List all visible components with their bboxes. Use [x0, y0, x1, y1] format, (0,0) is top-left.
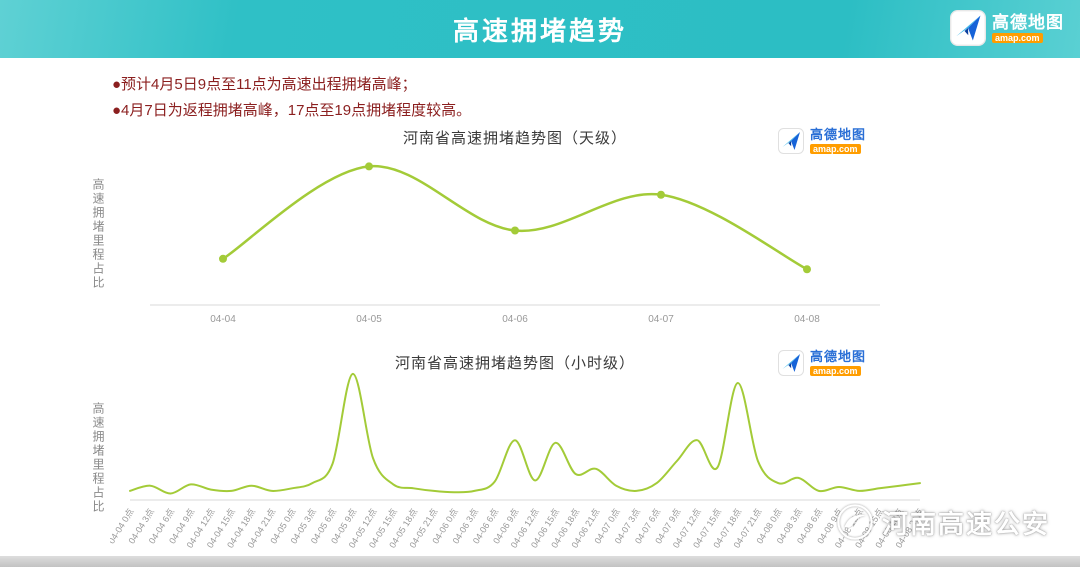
data-point-marker	[657, 190, 665, 199]
x-axis-tick-label: 04-07	[648, 314, 674, 322]
amap-logo-name: 高德地图	[992, 12, 1064, 32]
amap-paper-plane-icon	[950, 10, 986, 46]
congestion-series-line	[129, 372, 921, 495]
daily-congestion-line-chart: 04-04 04-05 04-06 04-07 04-08	[150, 162, 880, 322]
amap-logo: 高德地图 amap.com	[950, 10, 1064, 46]
amap-logo-domain: amap.com	[992, 33, 1043, 44]
daily-chart-title: 河南省高速拥堵趋势图（天级）	[402, 130, 627, 147]
x-axis-tick-label: 04-05	[356, 314, 382, 322]
congestion-series-line	[221, 165, 809, 271]
data-point-marker	[365, 162, 373, 171]
hourly-chart-title: 河南省高速拥堵趋势图（小时级）	[394, 355, 635, 372]
data-point-marker	[803, 265, 811, 274]
data-point-marker	[219, 254, 227, 263]
note-line-1: ●预计4月5日9点至11点为高速出程拥堵高峰；	[112, 76, 417, 93]
data-point-marker	[511, 226, 519, 235]
hourly-chart-ylabel: 高速拥堵里程占比	[91, 402, 105, 514]
amap-logo-domain: amap.com	[810, 143, 861, 155]
amap-logo: 高德地图 amap.com	[778, 127, 867, 155]
x-axis-tick-label: 04-06	[502, 314, 528, 322]
page-title: 高速拥堵趋势	[452, 15, 627, 46]
amap-logo-name: 高德地图	[810, 127, 867, 142]
henan-police-logo-icon	[837, 504, 873, 540]
header-banner: 高速拥堵趋势 高德地图 amap.com	[0, 0, 1080, 58]
x-axis-tick-label: 04-08	[794, 314, 820, 322]
note-line-2: ●4月7日为返程拥堵高峰，17点至19点拥堵程度较高。	[112, 102, 472, 119]
summary-notes: ●预计4月5日9点至11点为高速出程拥堵高峰； ●4月7日为返程拥堵高峰，17点…	[112, 72, 471, 124]
daily-chart-ylabel: 高速拥堵里程占比	[91, 178, 105, 290]
x-axis-tick-label: 04-04	[210, 314, 236, 322]
henan-police-watermark: 河南高速公安	[836, 503, 1050, 541]
bottom-bar	[0, 556, 1080, 567]
amap-logo-domain: amap.com	[810, 365, 861, 377]
amap-logo-name: 高德地图	[810, 349, 867, 364]
amap-paper-plane-icon	[778, 350, 804, 377]
henan-police-watermark-text: 河南高速公安	[882, 508, 1051, 539]
amap-logo: 高德地图 amap.com	[778, 349, 867, 377]
amap-paper-plane-icon	[778, 128, 804, 155]
